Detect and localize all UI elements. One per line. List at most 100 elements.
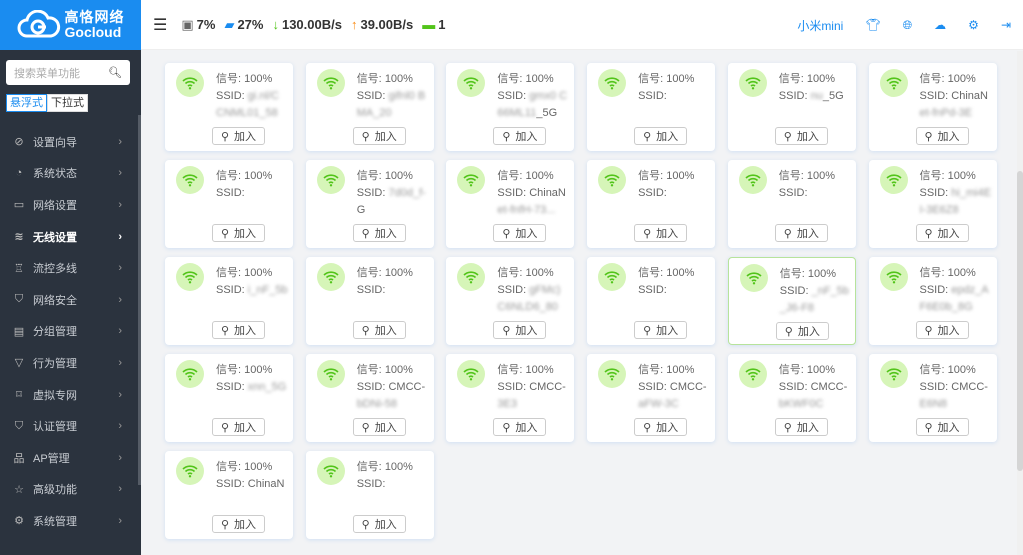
globe-icon[interactable]: 🌐︎: [902, 17, 913, 32]
compass-icon: ⊘: [14, 136, 24, 149]
join-button[interactable]: ⚲ 加入: [775, 322, 829, 340]
wifi-signal-icon: [176, 263, 204, 291]
collapse-menu-icon[interactable]: ☰: [153, 16, 168, 34]
filter-icon: ▽: [14, 357, 24, 370]
ssid: SSID: CMCC-E6N8: [919, 381, 988, 410]
signal-strength: 信号: 100%: [638, 73, 695, 85]
signal-strength: 信号: 100%: [919, 170, 976, 182]
cloud-upload-icon[interactable]: ☁: [934, 18, 947, 32]
join-button[interactable]: ⚲ 加入: [634, 418, 688, 436]
join-user-icon: ⚲: [361, 518, 370, 531]
signal-strength: 信号: 100%: [216, 461, 273, 473]
ssid: SSID: ChinaN: [216, 478, 285, 490]
wifi-network-card: 信号: 100% SSID: ⚲ 加入: [587, 257, 716, 345]
device-name-link[interactable]: 小米mini: [797, 18, 844, 33]
sidebar-item-label: 流控多线: [33, 263, 77, 276]
sidebar-item-12[interactable]: ⚙ 系统管理 ›: [0, 505, 138, 537]
wifi-network-card: 信号: 100% SSID: ⚲ 加入: [587, 63, 716, 151]
chevron-right-icon: ›: [118, 230, 122, 243]
wifi-signal-icon: [598, 166, 627, 194]
sidebar-item-9[interactable]: ⛉ 认证管理 ›: [0, 410, 138, 442]
join-button[interactable]: ⚲ 加入: [634, 224, 688, 242]
join-button[interactable]: ⚲ 加入: [774, 418, 828, 436]
ssid: SSID:: [356, 284, 386, 296]
join-button[interactable]: ⚲ 加入: [352, 515, 406, 533]
mode-float-button[interactable]: 悬浮式: [6, 94, 47, 112]
sidebar-item-2[interactable]: ▭ 网络设置 ›: [0, 189, 138, 221]
gauge-icon: ◔: [15, 167, 23, 180]
join-button[interactable]: ⚲ 加入: [212, 321, 265, 339]
sidebar-item-3[interactable]: ≋ 无线设置 ›: [0, 221, 138, 253]
join-button[interactable]: ⚲ 加入: [352, 321, 406, 339]
join-button[interactable]: ⚲ 加入: [493, 321, 547, 339]
wifi-scan-results: 信号: 100% SSID: gi.nl/C CNML01_58 ⚲ 加入 信号:…: [150, 51, 1016, 551]
wifi-signal-icon: [739, 264, 768, 292]
signal-strength: 信号: 100%: [638, 170, 695, 182]
join-button[interactable]: ⚲ 加入: [634, 321, 688, 339]
join-button[interactable]: ⚲ 加入: [212, 418, 265, 436]
devices-monitor-icon: ▬: [422, 17, 436, 32]
ssid: SSID: CMCC-bKWF0C: [778, 381, 848, 410]
search-placeholder: 搜索菜单功能: [14, 67, 80, 80]
sidebar-item-10[interactable]: 品 AP管理 ›: [0, 442, 138, 474]
sidebar-item-label: 系统管理: [33, 515, 77, 528]
join-button[interactable]: ⚲ 加入: [774, 127, 828, 145]
monitor-icon: ▭: [13, 199, 25, 212]
wifi-network-card: 信号: 100% SSID: CMCC-3E3 ⚲ 加入: [446, 354, 575, 442]
join-button[interactable]: ⚲ 加入: [493, 224, 547, 242]
join-button[interactable]: ⚲ 加入: [915, 224, 969, 242]
signal-strength: 信号: 100%: [216, 267, 273, 279]
sidebar-item-1[interactable]: ◔ 系统状态 ›: [0, 158, 138, 190]
wifi-network-card: 信号: 100% SSID: xnn_5G ⚲ 加入: [165, 354, 293, 442]
signal-strength: 信号: 100%: [356, 267, 413, 279]
theme-shirt-icon[interactable]: 👕︎: [865, 18, 881, 32]
join-user-icon: ⚲: [784, 325, 793, 338]
join-button[interactable]: ⚲ 加入: [212, 224, 265, 242]
wifi-signal-icon: [316, 69, 345, 97]
chevron-right-icon: ›: [118, 420, 122, 433]
search-icon[interactable]: 🔍︎: [108, 67, 122, 79]
wifi-signal-icon: [879, 69, 908, 97]
sidebar-item-7[interactable]: ▽ 行为管理 ›: [0, 347, 138, 379]
join-button[interactable]: ⚲ 加入: [493, 418, 547, 436]
ssid: SSID: nu_5G: [778, 90, 844, 102]
sidebar-item-11[interactable]: ☆ 高级功能 ›: [0, 474, 138, 506]
sidebar-item-6[interactable]: ▤ 分组管理 ›: [0, 316, 138, 348]
sidebar-item-4[interactable]: ♖ 流控多线 ›: [0, 252, 138, 284]
sidebar-item-8[interactable]: ⌑ 虚拟专网 ›: [0, 379, 138, 411]
gear-icon[interactable]: ⚙: [968, 18, 979, 32]
join-user-icon: ⚲: [783, 130, 792, 143]
join-button[interactable]: ⚲ 加入: [352, 418, 406, 436]
content-scrollbar[interactable]: [1017, 51, 1023, 555]
join-button[interactable]: ⚲ 加入: [915, 321, 969, 339]
join-user-icon: ⚲: [220, 324, 230, 337]
brand-cn: 高恪网络: [64, 9, 125, 25]
join-button[interactable]: ⚲ 加入: [634, 127, 688, 145]
wifi-network-card: 信号: 100% SSID: ChinaN ⚲ 加入: [165, 451, 293, 539]
signal-strength: 信号: 100%: [919, 73, 976, 85]
join-button[interactable]: ⚲ 加入: [352, 127, 406, 145]
top-bar: ☰ ▣ 7% ▰ 27% ↓ 130.00B/s ↑ 39.00B/s ▬ 1 小米min…: [141, 0, 1023, 50]
ssid: SSID:: [778, 187, 808, 199]
join-button[interactable]: ⚲ 加入: [915, 418, 969, 436]
sidebar-item-5[interactable]: ⛉ 网络安全 ›: [0, 284, 138, 316]
join-button[interactable]: ⚲ 加入: [352, 224, 406, 242]
signal-strength: 信号: 100%: [216, 73, 273, 85]
join-button[interactable]: ⚲ 加入: [212, 127, 265, 145]
join-user-icon: ⚲: [220, 227, 230, 240]
logo[interactable]: 高恪网络 Gocloud: [0, 0, 141, 50]
join-button[interactable]: ⚲ 加入: [493, 127, 547, 145]
pin-icon: ☆: [14, 483, 24, 496]
mode-dropdown-button[interactable]: 下拉式: [47, 94, 88, 112]
menu-search-input[interactable]: 搜索菜单功能 🔍︎: [6, 60, 130, 85]
wifi-signal-icon: [598, 69, 627, 97]
join-button[interactable]: ⚲ 加入: [212, 515, 265, 533]
join-user-icon: ⚲: [361, 227, 370, 240]
join-button[interactable]: ⚲ 加入: [774, 224, 828, 242]
signal-strength: 信号: 100%: [356, 73, 413, 85]
sidebar-scrollbar[interactable]: [138, 115, 141, 485]
sidebar-item-0[interactable]: ⊘ 设置向导 ›: [0, 126, 138, 158]
join-button[interactable]: ⚲ 加入: [915, 127, 969, 145]
logout-icon[interactable]: ⇥: [1000, 18, 1011, 32]
wifi-signal-icon: [457, 166, 486, 194]
